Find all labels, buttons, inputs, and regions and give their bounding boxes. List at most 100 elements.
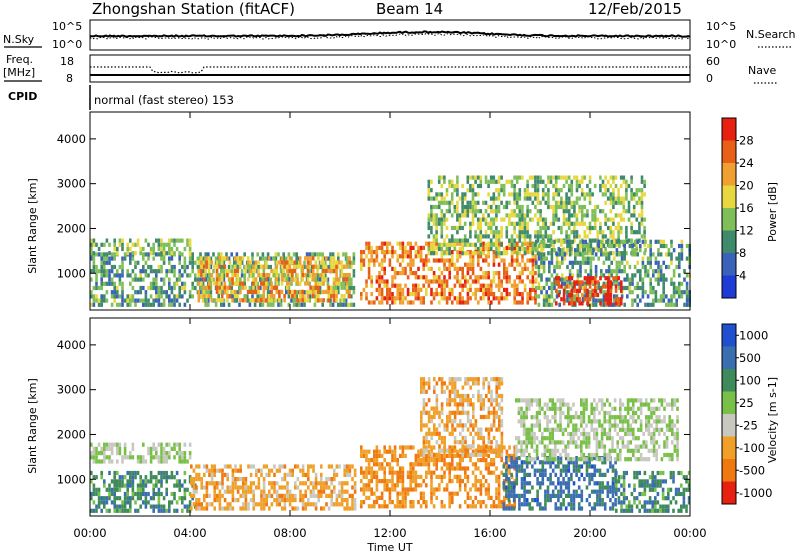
echo-cell xyxy=(526,296,529,301)
echo-cell xyxy=(672,248,676,253)
echo-cell xyxy=(322,281,325,286)
echo-cell xyxy=(262,289,266,294)
echo-cell xyxy=(244,489,248,494)
echo-cell xyxy=(337,277,341,282)
echo-cell xyxy=(160,294,163,299)
echo-cell xyxy=(453,283,457,288)
echo-cell xyxy=(477,427,480,432)
echo-cell xyxy=(409,292,412,297)
echo-cell xyxy=(380,300,384,305)
echo-cell xyxy=(307,464,310,469)
echo-cell xyxy=(471,188,475,193)
echo-cell xyxy=(508,292,511,297)
echo-cell xyxy=(617,301,620,306)
echo-cell xyxy=(657,248,660,253)
echo-cell xyxy=(440,217,444,222)
echo-cell xyxy=(330,489,333,494)
echo-cell xyxy=(495,196,498,201)
echo-cell xyxy=(450,179,454,184)
echo-cell xyxy=(667,302,671,307)
echo-cell xyxy=(350,302,353,307)
echo-cell xyxy=(570,297,574,302)
echo-cell xyxy=(482,474,485,479)
echo-cell xyxy=(607,297,610,302)
echo-cell xyxy=(456,200,459,205)
echo-cell xyxy=(472,452,475,457)
echo-cell xyxy=(534,292,537,297)
echo-cell xyxy=(435,213,438,218)
echo-cell xyxy=(518,251,522,256)
echo-cell xyxy=(573,288,576,293)
echo-cell xyxy=(631,298,634,303)
echo-cell xyxy=(126,246,129,252)
echo-cell xyxy=(425,287,428,292)
echo-cell xyxy=(283,506,287,511)
echo-cell xyxy=(505,179,509,184)
echo-cell xyxy=(667,264,671,270)
echo-cell xyxy=(458,250,462,255)
echo-cell xyxy=(272,268,276,273)
echo-cell xyxy=(427,241,431,246)
echo-cell xyxy=(425,474,428,479)
echo-cell xyxy=(262,498,266,503)
echo-cell xyxy=(510,238,514,243)
echo-cell xyxy=(100,273,103,278)
echo-cell xyxy=(586,251,589,256)
echo-cell xyxy=(472,440,475,445)
echo-cell xyxy=(386,449,389,454)
echo-cell xyxy=(565,251,568,256)
echo-cell xyxy=(675,256,678,261)
echo-cell xyxy=(461,204,464,210)
echo-cell xyxy=(575,234,579,239)
echo-cell xyxy=(290,256,293,261)
echo-cell xyxy=(515,456,519,461)
echo-cell xyxy=(500,242,503,247)
echo-cell xyxy=(578,280,581,285)
echo-cell xyxy=(471,209,475,214)
echo-cell xyxy=(197,464,201,469)
echo-cell xyxy=(566,264,569,270)
echo-cell xyxy=(272,273,276,278)
echo-cell xyxy=(464,398,467,403)
echo-cell xyxy=(317,298,320,303)
echo-cell xyxy=(149,504,153,509)
echo-cell xyxy=(593,213,597,218)
echo-cell xyxy=(609,301,613,306)
echo-cell xyxy=(618,281,621,286)
echo-cell xyxy=(443,283,446,288)
echo-cell xyxy=(510,489,513,494)
echo-cell xyxy=(487,381,491,386)
echo-cell xyxy=(456,271,459,276)
echo-cell xyxy=(113,285,116,291)
echo-cell xyxy=(625,196,628,201)
echo-cell xyxy=(121,500,124,505)
echo-cell xyxy=(309,502,313,507)
echo-cell xyxy=(503,495,506,500)
echo-cell xyxy=(432,234,436,239)
echo-cell xyxy=(425,470,428,475)
echo-cell xyxy=(118,487,122,492)
echo-cell xyxy=(584,243,587,249)
echo-cell xyxy=(510,506,513,511)
echo-cell xyxy=(466,213,470,218)
echo-cell xyxy=(329,298,332,303)
echo-cell xyxy=(412,287,415,292)
echo-cell xyxy=(545,256,548,261)
echo-cell xyxy=(348,256,351,261)
echo-cell xyxy=(495,444,498,449)
echo-cell xyxy=(617,297,620,302)
echo-cell xyxy=(604,213,607,218)
echo-cell xyxy=(210,298,214,303)
echo-cell xyxy=(550,248,554,253)
echo-cell xyxy=(183,470,187,476)
echo-cell xyxy=(448,474,451,479)
echo-cell xyxy=(615,252,619,257)
echo-cell xyxy=(487,440,491,445)
echo-cell xyxy=(606,238,610,243)
echo-cell xyxy=(343,285,346,290)
echo-cell xyxy=(513,196,516,201)
echo-cell xyxy=(482,271,485,276)
echo-cell xyxy=(317,493,320,498)
echo-cell xyxy=(270,468,274,473)
echo-cell xyxy=(131,479,135,484)
